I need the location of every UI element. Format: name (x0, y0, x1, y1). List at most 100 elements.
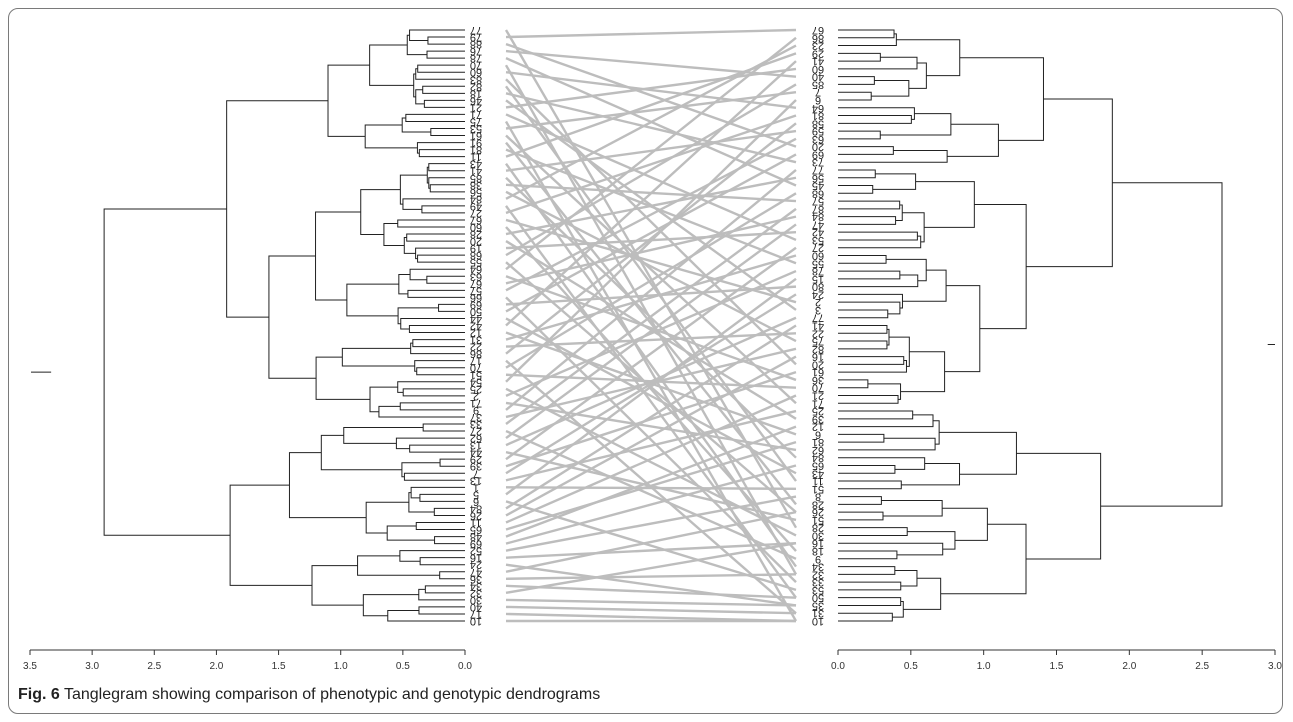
right-leaf-label: 50 (812, 592, 824, 604)
left-leaf-label: 27 (470, 207, 482, 219)
right-leaf-label: 6 (815, 94, 821, 106)
right-leaf-label: 20 (812, 358, 824, 370)
left-leaf-label: 53 (470, 123, 482, 135)
left-leaf-label: 44 (470, 446, 482, 458)
dendrogram-branch (439, 458, 465, 467)
left-leaf-label: 34 (470, 580, 482, 592)
left-leaf-label: 46 (470, 94, 482, 106)
dendrogram-branch (395, 437, 465, 450)
left-leaf-label: 67 (470, 277, 482, 289)
dendrogram-branch (430, 128, 465, 137)
connection-line (505, 371, 797, 468)
left-dendrogram (31, 29, 465, 622)
dendrogram-branch (838, 33, 897, 47)
right-leaf-label: 81 (812, 110, 824, 122)
right-leaf-label: 55 (812, 257, 824, 269)
left-leaf-label: 42 (470, 320, 482, 332)
left-leaf-label: 22 (470, 341, 482, 353)
right-leaf-labels: 6786232941604085766481585963206973775645… (812, 24, 824, 627)
connection-line (505, 215, 797, 285)
right-leaf-label: 3 (815, 304, 821, 316)
left-leaf-label: 50 (470, 305, 482, 317)
dendrogram-branch (900, 351, 946, 393)
connection-line (505, 71, 797, 109)
left-leaf-label: 77 (470, 24, 482, 36)
dendrogram-branch (881, 499, 943, 517)
dendrogram-branch (397, 381, 465, 393)
connection-line (505, 207, 797, 425)
dendrogram-branch (838, 414, 934, 428)
right-leaf-label: 39 (812, 413, 824, 425)
connection-line (505, 129, 797, 172)
dendrogram-branch (907, 531, 956, 550)
dendrogram-branch (838, 496, 882, 505)
dendrogram-branch (838, 511, 884, 521)
dendrogram-branch (838, 542, 944, 556)
connection-line (505, 223, 797, 440)
connection-line (505, 355, 797, 517)
dendrogram-branch (408, 492, 435, 513)
axis-tick-label: 1.0 (977, 661, 991, 672)
right-leaf-label: 87 (812, 203, 824, 215)
dendrogram-branch (959, 57, 1044, 141)
dendrogram-branch (838, 379, 869, 389)
dendrogram-branch (413, 73, 416, 98)
dendrogram-branch (872, 173, 917, 190)
left-leaf-label: 69 (470, 538, 482, 550)
dendrogram-branch (417, 254, 465, 263)
dendrogram-branch (360, 189, 401, 235)
dendrogram-branch (409, 268, 465, 281)
left-leaf-labels: 7779887678706083821846217175536191811143… (470, 24, 482, 627)
dendrogram-branch (383, 222, 405, 246)
right-leaf-label: 26 (812, 506, 824, 518)
right-leaf-label: 21 (812, 389, 824, 401)
connection-line (505, 83, 797, 257)
left-leaf-label: 76 (470, 45, 482, 57)
dendrogram-branch (838, 597, 902, 606)
dendrogram-branch (419, 557, 465, 566)
right-leaf-label: 8 (815, 491, 821, 503)
dendrogram-branch (378, 405, 465, 418)
dendrogram-branch (903, 577, 942, 610)
left-leaf-label: 71 (470, 397, 482, 409)
connection-line (505, 429, 797, 560)
dendrogram-branch (403, 237, 416, 254)
left-leaf-label: 79 (470, 31, 482, 43)
left-leaf-label: 60 (470, 66, 482, 78)
dendrogram-branch (357, 555, 440, 576)
connection-line (505, 573, 797, 580)
dendrogram-branch (838, 216, 897, 225)
right-leaf-label: 28 (812, 498, 824, 510)
left-leaf-label: 44 (470, 312, 482, 324)
left-leaf-label: 16 (470, 552, 482, 564)
left-leaf-label: 29 (470, 453, 482, 465)
connection-line (505, 275, 797, 382)
dendrogram-branch (412, 339, 465, 348)
axis-tick-label: 3.5 (23, 661, 37, 672)
left-leaf-label: 83 (470, 73, 482, 85)
dendrogram-branch (410, 342, 465, 355)
left-leaf-label: 51 (470, 369, 482, 381)
dendrogram-branch (409, 444, 465, 453)
dendrogram-branch (362, 594, 419, 617)
right-leaf-label: 22 (812, 327, 824, 339)
dendrogram-branch (838, 359, 907, 373)
connection-line (505, 137, 797, 292)
connection-line (505, 176, 797, 236)
dendrogram-branch (315, 356, 371, 400)
dendrogram-branch (940, 523, 1027, 595)
right-leaf-label: 60 (812, 250, 824, 262)
axis-tick-label: 0.0 (831, 661, 845, 672)
connection-line (505, 285, 797, 306)
dendrogram-branch (428, 177, 465, 189)
dendrogram-branch (838, 356, 905, 365)
right-leaf-label: 53 (812, 584, 824, 596)
dendrogram-branch (838, 231, 918, 241)
dendrogram-branch (343, 427, 424, 444)
dendrogram-branch (838, 394, 899, 404)
axis-tick-label: 3.0 (1268, 661, 1282, 672)
dendrogram-branch (406, 34, 428, 56)
right-leaf-label: 51 (812, 483, 824, 495)
dendrogram-branch (399, 402, 465, 411)
right-leaf-label: 71 (812, 397, 824, 409)
